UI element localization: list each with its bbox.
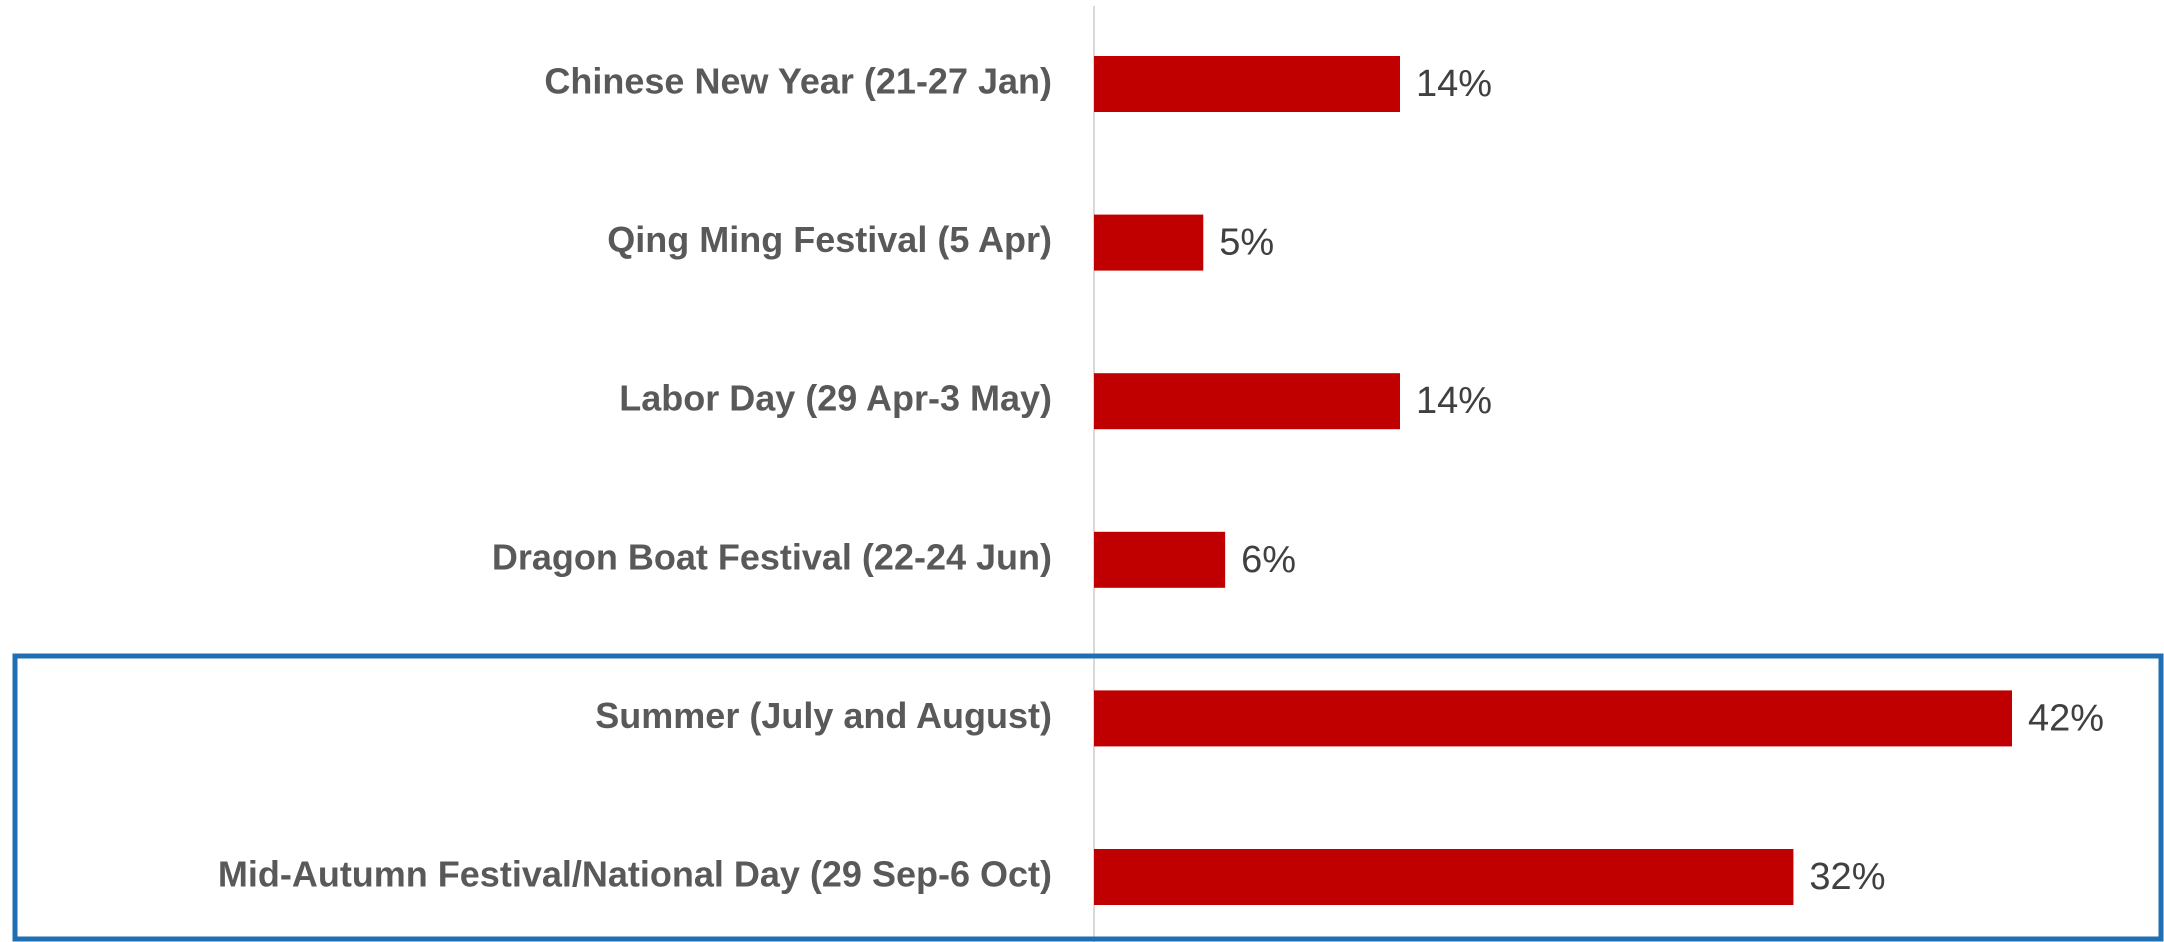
category-label: Labor Day (29 Apr-3 May) <box>619 378 1052 419</box>
highlight-box <box>12 653 2164 942</box>
data-label: 32% <box>1809 856 1885 898</box>
bar <box>1094 531 1226 588</box>
bar <box>1094 214 1204 271</box>
category-label: Mid-Autumn Festival/National Day (29 Sep… <box>218 854 1052 895</box>
data-label: 5% <box>1219 222 1274 264</box>
category-label: Dragon Boat Festival (22-24 Jun) <box>492 536 1052 577</box>
category-label: Summer (July and August) <box>595 695 1052 736</box>
bar <box>1094 56 1400 112</box>
category-label: Chinese New Year (21-27 Jan) <box>544 61 1052 102</box>
data-label: 6% <box>1241 539 1296 581</box>
bar <box>1094 373 1400 430</box>
data-label: 42% <box>2028 697 2104 739</box>
category-label: Qing Ming Festival (5 Apr) <box>607 219 1052 260</box>
bar <box>1094 849 1794 905</box>
data-label: 14% <box>1416 63 1492 105</box>
bar <box>1094 690 2012 747</box>
data-label: 14% <box>1416 380 1492 422</box>
